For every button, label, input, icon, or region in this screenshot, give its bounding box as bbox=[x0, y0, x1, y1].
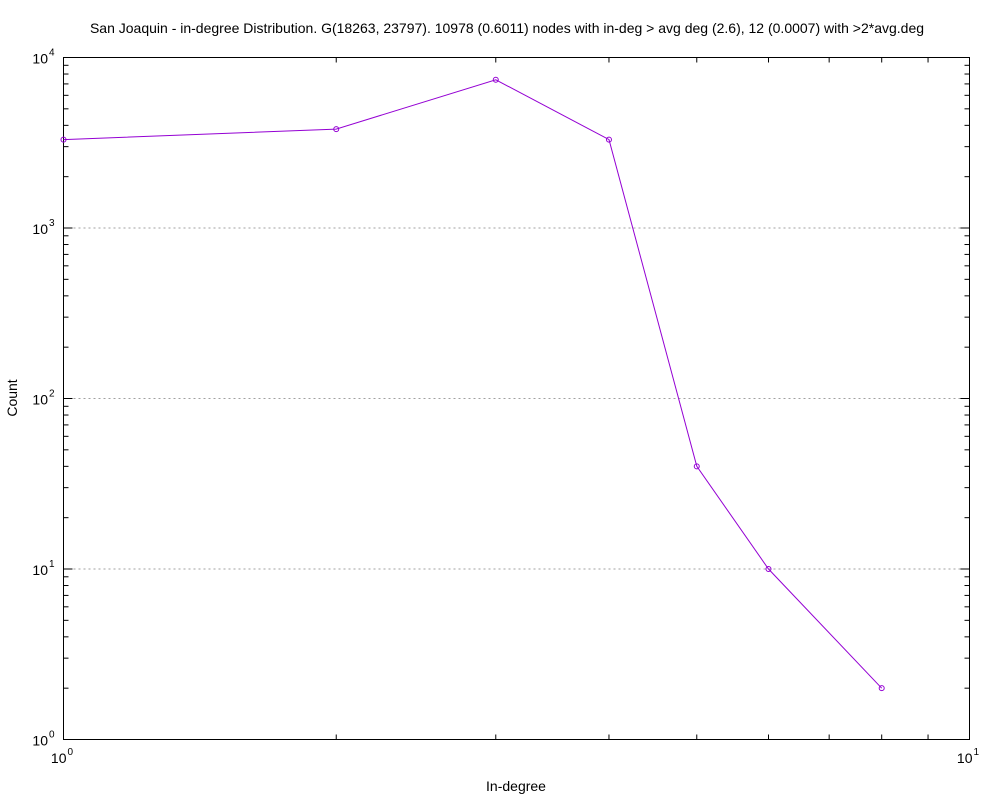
series-line bbox=[63, 79, 883, 689]
chart-title: San Joaquin - in-degree Distribution. G(… bbox=[90, 20, 924, 36]
data-point bbox=[878, 685, 885, 692]
y-axis-label: Count bbox=[4, 379, 20, 416]
tick-label-layer: 10 010 110 210 310 410 0 10 1 bbox=[32, 48, 979, 767]
data-point bbox=[765, 566, 772, 572]
data-point bbox=[605, 136, 612, 143]
x-tick-label: 10 bbox=[51, 750, 67, 766]
y-tick-label: 10 bbox=[32, 392, 48, 408]
data-point bbox=[60, 136, 67, 143]
x-axis-label: In-degree bbox=[486, 778, 546, 794]
data-point bbox=[693, 463, 700, 470]
y-tick-label-exponent: 3 bbox=[49, 218, 55, 229]
y-tick-label-exponent: 0 bbox=[49, 730, 55, 741]
x-tick-label: 10 bbox=[957, 750, 973, 766]
plot-frame bbox=[63, 57, 970, 740]
y-tick-label: 10 bbox=[32, 733, 48, 749]
x-tick-label-exponent: 0 bbox=[68, 747, 74, 758]
data-point bbox=[492, 76, 499, 83]
series-layer bbox=[60, 76, 885, 692]
y-tick-label-exponent: 2 bbox=[49, 389, 55, 400]
y-tick-label: 10 bbox=[32, 51, 48, 67]
x-tick-label-exponent: 1 bbox=[974, 747, 980, 758]
y-tick-label-exponent: 1 bbox=[49, 559, 55, 570]
y-tick-label-exponent: 4 bbox=[49, 48, 55, 59]
y-tick-label: 10 bbox=[32, 562, 48, 578]
y-tick-label: 10 bbox=[32, 221, 48, 237]
data-point bbox=[333, 126, 340, 133]
grid-layer bbox=[63, 227, 970, 570]
